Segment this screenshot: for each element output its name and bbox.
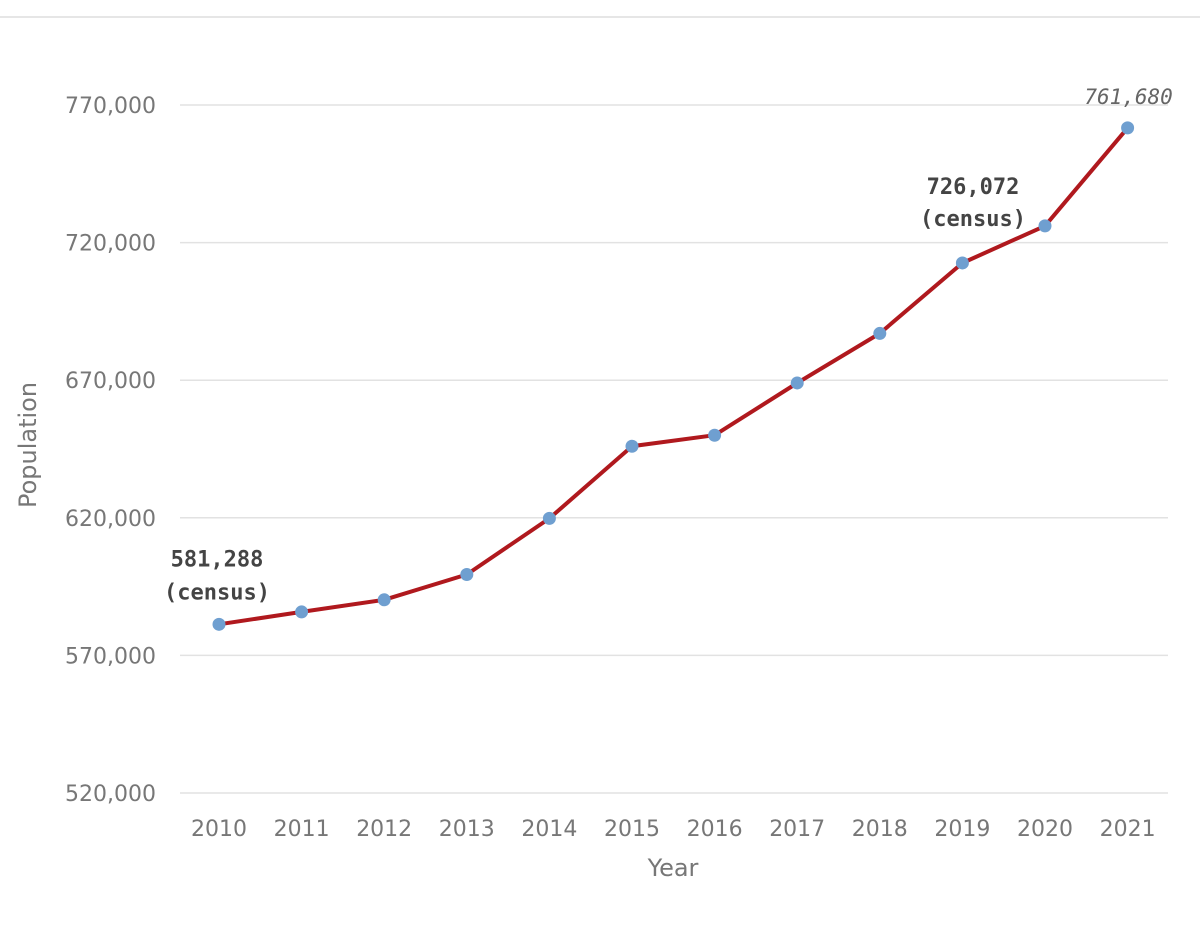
y-axis-ticks: 520,000 570,000 620,000 670,000 720,000 770,0… bbox=[65, 94, 156, 807]
x-tick-label: 2012 bbox=[356, 817, 412, 842]
data-point bbox=[708, 428, 722, 442]
data-point bbox=[1121, 121, 1135, 135]
annotation-note: (census) bbox=[164, 580, 270, 605]
data-point bbox=[955, 256, 969, 270]
x-tick-label: 2011 bbox=[274, 817, 330, 842]
data-point bbox=[295, 605, 309, 619]
grid-lines bbox=[180, 104, 1168, 794]
x-tick-label: 2021 bbox=[1100, 817, 1156, 842]
series-group bbox=[212, 121, 1135, 631]
annotations: 581,288 (census) 726,072 (census) 761,680 bbox=[164, 85, 1173, 605]
y-tick-label: 570,000 bbox=[65, 644, 156, 669]
y-tick-label: 620,000 bbox=[65, 507, 156, 532]
data-point bbox=[212, 617, 226, 631]
series-line bbox=[218, 126, 1130, 627]
x-axis-ticks: 2010 2011 2012 2013 2014 2015 2016 2017 2018 2019… bbox=[191, 817, 1156, 842]
y-tick-label: 720,000 bbox=[65, 232, 156, 257]
x-tick-label: 2019 bbox=[934, 817, 990, 842]
data-point bbox=[625, 439, 639, 453]
annotation-value: 761,680 bbox=[1084, 85, 1173, 109]
annotation-note: (census) bbox=[920, 207, 1026, 232]
x-tick-label: 2015 bbox=[604, 817, 660, 842]
x-tick-label: 2014 bbox=[521, 817, 577, 842]
data-point bbox=[460, 567, 474, 581]
x-tick-label: 2020 bbox=[1017, 817, 1073, 842]
data-point bbox=[377, 593, 391, 607]
annotation-value: 726,072 bbox=[927, 175, 1020, 200]
x-tick-label: 2010 bbox=[191, 817, 247, 842]
y-axis-label: Population bbox=[14, 382, 42, 508]
y-tick-label: 670,000 bbox=[65, 369, 156, 394]
x-tick-label: 2018 bbox=[852, 817, 908, 842]
x-axis-label: Year bbox=[647, 854, 699, 882]
data-point bbox=[1038, 219, 1052, 233]
data-point bbox=[542, 511, 556, 525]
y-tick-label: 770,000 bbox=[65, 94, 156, 119]
x-tick-label: 2016 bbox=[687, 817, 743, 842]
x-tick-label: 2013 bbox=[439, 817, 495, 842]
annotation-value: 581,288 bbox=[171, 547, 264, 572]
y-tick-label: 520,000 bbox=[65, 782, 156, 807]
data-point bbox=[790, 376, 804, 390]
x-tick-label: 2017 bbox=[769, 817, 825, 842]
data-point bbox=[873, 326, 887, 340]
